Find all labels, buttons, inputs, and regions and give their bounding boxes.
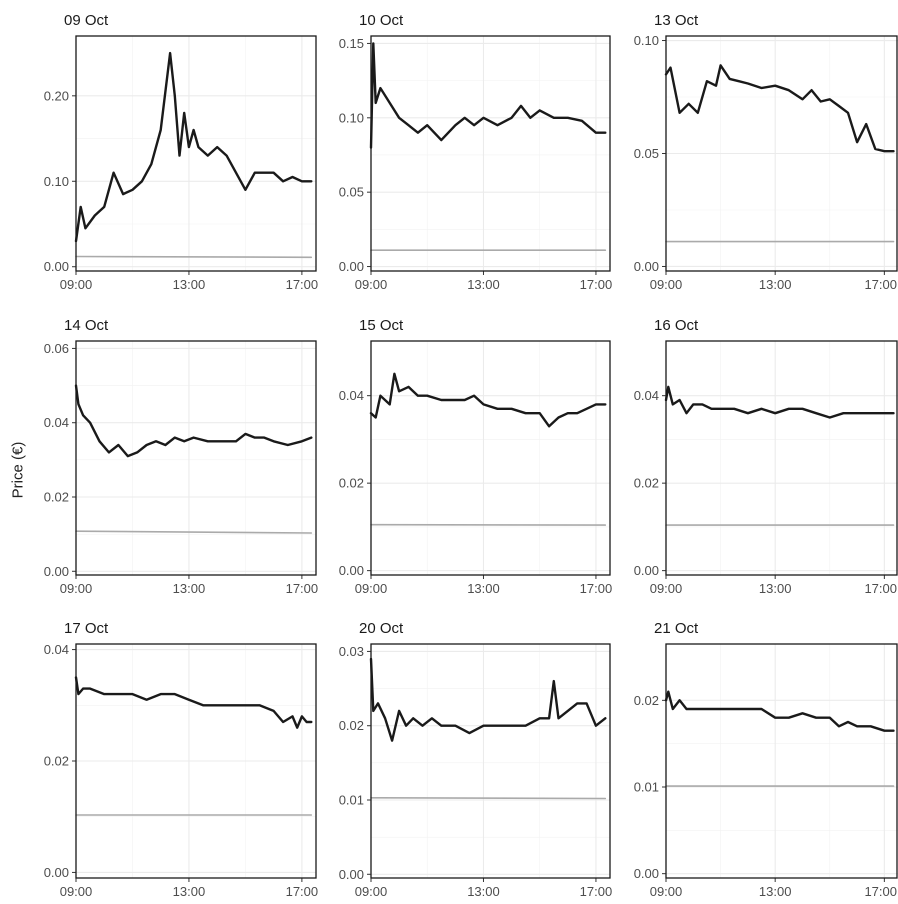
x-tick-label: 13:00 [467,884,500,899]
price-series-line [76,386,311,457]
x-tick-label: 13:00 [759,884,792,899]
panel-title: 14 Oct [64,317,109,334]
facet-panel: 20 Oct 0.00 0.01 0.02 0.03 09:00 13:00 17:00 [339,620,613,899]
facet-panel: 14 Oct 0.00 0.02 0.04 0.06 09:00 13:00 17:00 [44,317,318,596]
panel-border [371,341,610,575]
y-tick-label: 0.00 [634,866,659,881]
y-tick-label: 0.15 [339,36,364,51]
y-tick-label: 0.06 [44,341,69,356]
x-tick-label: 09:00 [355,884,388,899]
x-tick-label: 17:00 [864,277,897,292]
y-tick-label: 0.00 [339,259,364,274]
price-series-line [76,677,311,727]
x-tick-label: 17:00 [864,884,897,899]
panel-title: 15 Oct [359,317,404,334]
x-tick-label: 13:00 [467,277,500,292]
y-tick-label: 0.10 [634,33,659,48]
panel-border [76,341,316,575]
price-series-line [666,692,894,731]
y-tick-label: 0.02 [634,693,659,708]
y-tick-label: 0.00 [634,563,659,578]
y-tick-label: 0.04 [339,388,364,403]
panel-border [666,341,897,575]
facet-panel: 10 Oct 0.00 0.05 0.10 0.15 09:00 13:00 17:00 [339,12,613,292]
x-tick-label: 17:00 [580,277,613,292]
x-tick-label: 17:00 [864,581,897,596]
y-tick-label: 0.05 [339,185,364,200]
reference-series-line [371,798,605,799]
x-tick-label: 13:00 [759,581,792,596]
x-tick-label: 09:00 [355,277,388,292]
x-tick-label: 17:00 [286,884,319,899]
x-tick-label: 09:00 [355,581,388,596]
x-tick-label: 17:00 [580,581,613,596]
reference-series-line [76,257,311,258]
price-series-line [666,65,894,151]
panel-title: 16 Oct [654,317,699,334]
y-axis-label: Price (€) [10,442,27,499]
reference-series-line [76,531,311,533]
y-tick-label: 0.00 [339,867,364,882]
y-tick-label: 0.02 [44,754,69,769]
facet-panel: 17 Oct 0.00 0.02 0.04 09:00 13:00 17:00 [44,620,318,899]
y-tick-label: 0.02 [634,476,659,491]
panel-title: 10 Oct [359,12,404,29]
x-tick-label: 09:00 [650,884,683,899]
x-tick-label: 09:00 [60,581,93,596]
facet-panel: 21 Oct 0.00 0.01 0.02 09:00 13:00 17:00 [634,620,898,899]
facet-panel: 16 Oct 0.00 0.02 0.04 09:00 13:00 17:00 [634,317,898,596]
x-tick-label: 13:00 [467,581,500,596]
facet-panel: 15 Oct 0.00 0.02 0.04 09:00 13:00 17:00 [339,317,613,596]
panel-border [76,36,316,271]
panel-title: 21 Oct [654,620,699,637]
x-tick-label: 13:00 [759,277,792,292]
facet-panel: 13 Oct 0.00 0.05 0.10 09:00 13:00 17:00 [634,12,898,292]
y-tick-label: 0.04 [634,388,659,403]
y-tick-label: 0.10 [339,110,364,125]
x-tick-label: 09:00 [650,277,683,292]
y-tick-label: 0.04 [44,642,69,657]
panel-border [371,644,610,878]
panel-title: 09 Oct [64,12,109,29]
price-series-line [76,53,311,241]
y-tick-label: 0.00 [44,865,69,880]
x-tick-label: 13:00 [173,277,206,292]
price-series-line [371,374,605,427]
x-tick-label: 09:00 [60,277,93,292]
panel-border [666,644,897,878]
y-tick-label: 0.20 [44,88,69,103]
y-tick-label: 0.05 [634,146,659,161]
y-tick-label: 0.00 [44,564,69,579]
facet-panel: 09 Oct 0.00 0.10 0.20 09:00 13:00 17:00 [44,12,318,292]
y-tick-label: 0.00 [339,563,364,578]
y-tick-label: 0.01 [634,780,659,795]
y-tick-label: 0.10 [44,174,69,189]
price-series-line [371,43,605,147]
panel-border [371,36,610,271]
panel-title: 20 Oct [359,620,404,637]
y-tick-label: 0.04 [44,415,69,430]
x-tick-label: 13:00 [173,581,206,596]
x-tick-label: 17:00 [286,581,319,596]
x-tick-label: 09:00 [60,884,93,899]
panel-title: 17 Oct [64,620,109,637]
price-series-line [666,387,894,418]
x-tick-label: 17:00 [580,884,613,899]
x-tick-label: 09:00 [650,581,683,596]
x-tick-label: 17:00 [286,277,319,292]
price-series-line [371,659,605,741]
panel-title: 13 Oct [654,12,699,29]
y-tick-label: 0.03 [339,644,364,659]
y-tick-label: 0.02 [44,490,69,505]
y-tick-label: 0.02 [339,476,364,491]
y-tick-label: 0.00 [634,259,659,274]
x-tick-label: 13:00 [173,884,206,899]
y-tick-label: 0.01 [339,793,364,808]
y-tick-label: 0.00 [44,259,69,274]
y-tick-label: 0.02 [339,718,364,733]
